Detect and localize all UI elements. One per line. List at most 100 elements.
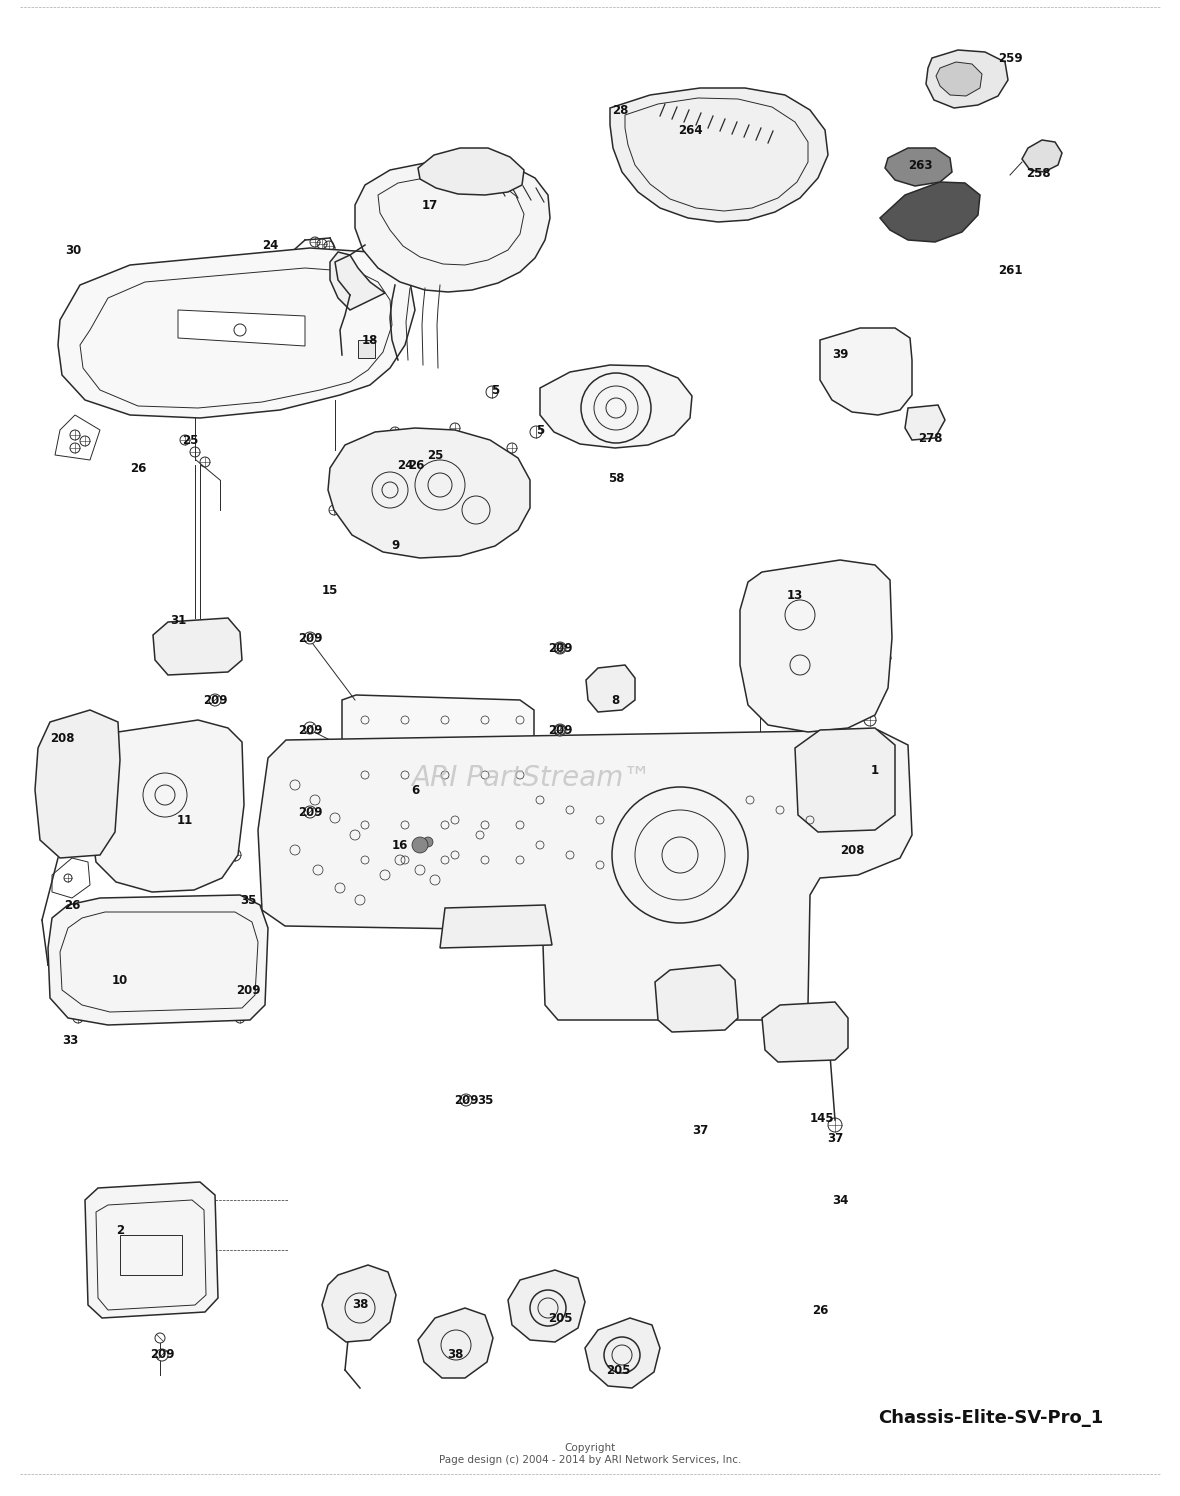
Polygon shape: [328, 428, 530, 558]
Text: 209: 209: [548, 724, 572, 736]
Text: 25: 25: [427, 449, 444, 461]
Text: 37: 37: [827, 1131, 844, 1144]
Text: 28: 28: [611, 103, 628, 117]
Circle shape: [242, 984, 254, 996]
Text: 258: 258: [1025, 166, 1050, 180]
Polygon shape: [258, 730, 912, 1020]
Circle shape: [304, 806, 316, 818]
Text: 205: 205: [548, 1312, 572, 1324]
Text: 24: 24: [262, 238, 278, 251]
Circle shape: [486, 386, 498, 398]
Polygon shape: [440, 905, 552, 948]
Text: 26: 26: [812, 1303, 828, 1316]
Polygon shape: [355, 160, 550, 292]
Polygon shape: [48, 895, 268, 1025]
Polygon shape: [58, 248, 415, 417]
Polygon shape: [905, 405, 945, 440]
Text: 264: 264: [677, 124, 702, 136]
Polygon shape: [540, 365, 691, 447]
Circle shape: [412, 836, 428, 853]
Text: 209: 209: [150, 1348, 175, 1361]
Polygon shape: [585, 1318, 660, 1388]
Text: 209: 209: [203, 694, 228, 706]
Text: 10: 10: [112, 974, 129, 986]
Text: 278: 278: [918, 431, 943, 444]
Text: 6: 6: [411, 784, 419, 796]
Text: 263: 263: [907, 159, 932, 172]
Polygon shape: [35, 711, 120, 859]
Text: 18: 18: [362, 334, 378, 347]
Text: 17: 17: [422, 199, 438, 211]
Text: 31: 31: [170, 613, 186, 627]
Circle shape: [553, 642, 566, 654]
Polygon shape: [936, 61, 982, 96]
Text: 38: 38: [352, 1299, 368, 1312]
Text: 2: 2: [116, 1224, 124, 1237]
Text: ARI PartStream™: ARI PartStream™: [411, 764, 651, 791]
Polygon shape: [322, 1266, 396, 1342]
Circle shape: [460, 1094, 472, 1106]
Circle shape: [209, 694, 221, 706]
Polygon shape: [178, 310, 304, 346]
Polygon shape: [509, 1270, 585, 1342]
Polygon shape: [880, 183, 981, 242]
Text: 209: 209: [236, 983, 261, 996]
Text: 30: 30: [65, 244, 81, 256]
Polygon shape: [330, 251, 385, 310]
Text: 209: 209: [297, 805, 322, 818]
Polygon shape: [926, 49, 1008, 108]
Polygon shape: [820, 328, 912, 414]
Circle shape: [422, 836, 433, 847]
Text: 34: 34: [832, 1194, 848, 1206]
Circle shape: [155, 1333, 165, 1343]
Text: 9: 9: [391, 539, 399, 552]
Text: 26: 26: [130, 461, 146, 474]
Text: 13: 13: [787, 588, 804, 601]
Polygon shape: [418, 148, 524, 194]
Text: 38: 38: [447, 1348, 464, 1361]
Text: 39: 39: [832, 347, 848, 361]
Polygon shape: [655, 965, 738, 1032]
Text: Chassis-Elite-SV-Pro_1: Chassis-Elite-SV-Pro_1: [879, 1409, 1103, 1427]
Text: 25: 25: [182, 434, 198, 446]
Text: 209: 209: [297, 631, 322, 645]
Text: 208: 208: [840, 844, 864, 857]
Text: 209: 209: [297, 724, 322, 736]
Polygon shape: [762, 1002, 848, 1062]
Text: 205: 205: [605, 1363, 630, 1376]
Text: 208: 208: [50, 732, 74, 745]
Text: 35: 35: [477, 1094, 493, 1107]
Polygon shape: [740, 560, 892, 732]
Circle shape: [530, 426, 542, 438]
Circle shape: [304, 723, 316, 735]
Text: 209: 209: [548, 642, 572, 655]
Polygon shape: [586, 666, 635, 712]
Text: 58: 58: [608, 471, 624, 485]
Text: Copyright
Page design (c) 2004 - 2014 by ARI Network Services, Inc.: Copyright Page design (c) 2004 - 2014 by…: [439, 1444, 741, 1465]
Text: 35: 35: [240, 893, 256, 907]
Text: 11: 11: [177, 814, 194, 826]
Polygon shape: [90, 720, 244, 892]
Text: 259: 259: [997, 51, 1022, 64]
Polygon shape: [418, 1308, 493, 1378]
Text: 33: 33: [61, 1034, 78, 1047]
Text: 24: 24: [396, 458, 413, 471]
Polygon shape: [85, 1182, 218, 1318]
Polygon shape: [610, 88, 828, 221]
Circle shape: [553, 724, 566, 736]
Text: 8: 8: [611, 694, 620, 706]
Polygon shape: [795, 729, 894, 832]
Text: 1: 1: [871, 763, 879, 776]
Text: 145: 145: [809, 1112, 834, 1125]
Text: 26: 26: [408, 458, 424, 471]
Text: 5: 5: [536, 423, 544, 437]
Text: 16: 16: [392, 838, 408, 851]
Polygon shape: [1022, 141, 1062, 172]
Text: 5: 5: [491, 383, 499, 396]
Circle shape: [156, 1349, 168, 1361]
Text: 26: 26: [64, 899, 80, 911]
Circle shape: [304, 631, 316, 643]
Text: 209: 209: [454, 1094, 478, 1107]
Text: 261: 261: [998, 263, 1022, 277]
Text: 15: 15: [322, 583, 339, 597]
